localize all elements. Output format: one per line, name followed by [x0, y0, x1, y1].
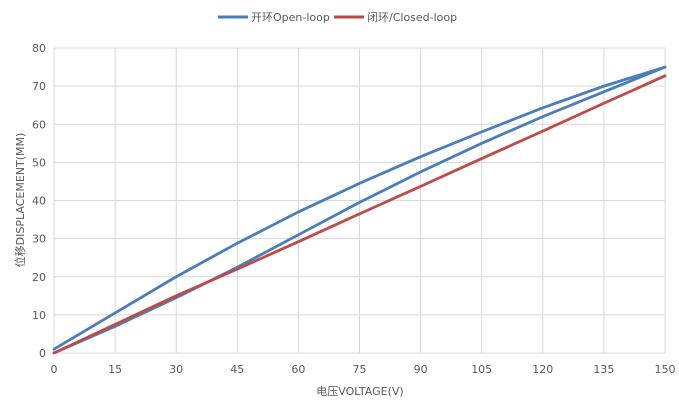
y-tick-label: 70	[32, 80, 46, 93]
x-tick-label: 45	[230, 363, 244, 376]
series-line-open-loop-falling	[52, 65, 667, 355]
x-tick-label: 30	[169, 363, 183, 376]
x-axis-title: 电压VOLTAGE(V)	[316, 385, 403, 398]
grid	[53, 47, 666, 354]
x-tick-label: 75	[353, 363, 367, 376]
series-line-open-loop-rising	[52, 65, 667, 351]
legend-item-closed-loop[interactable]: 闭环/Closed-loop	[334, 11, 457, 24]
y-axis-title: 位移DISPLACEMENT(MM)	[13, 133, 27, 268]
x-tick-label: 60	[291, 363, 305, 376]
y-tick-label: 60	[32, 118, 46, 131]
x-tick-label: 150	[655, 363, 676, 376]
x-tick-label: 135	[593, 363, 614, 376]
x-tick-label: 0	[51, 363, 58, 376]
series-lines	[52, 65, 667, 355]
y-tick-label: 50	[32, 156, 46, 169]
y-tick-label: 20	[32, 271, 46, 284]
y-tick-label: 0	[39, 347, 46, 360]
legend-label-open-loop: 开环Open-loop	[251, 11, 330, 24]
x-tick-label: 15	[108, 363, 122, 376]
x-tick-label: 105	[471, 363, 492, 376]
x-tick-label: 90	[414, 363, 428, 376]
y-tick-label: 80	[32, 42, 46, 55]
legend-label-closed-loop: 闭环/Closed-loop	[367, 11, 457, 24]
y-tick-label: 40	[32, 195, 46, 208]
legend-item-open-loop[interactable]: 开环Open-loop	[218, 11, 330, 24]
x-tick-labels: 0 15 30 45 60 75 90 105 120 135 150	[51, 363, 676, 376]
y-tick-label: 30	[32, 233, 46, 246]
series-line-closed-loop-linear	[52, 74, 667, 355]
y-tick-label: 10	[32, 309, 46, 322]
y-tick-labels: 0 10 20 30 40 50 60 70 80	[32, 42, 46, 360]
x-tick-label: 120	[532, 363, 553, 376]
legend: 开环Open-loop 闭环/Closed-loop	[218, 11, 457, 24]
